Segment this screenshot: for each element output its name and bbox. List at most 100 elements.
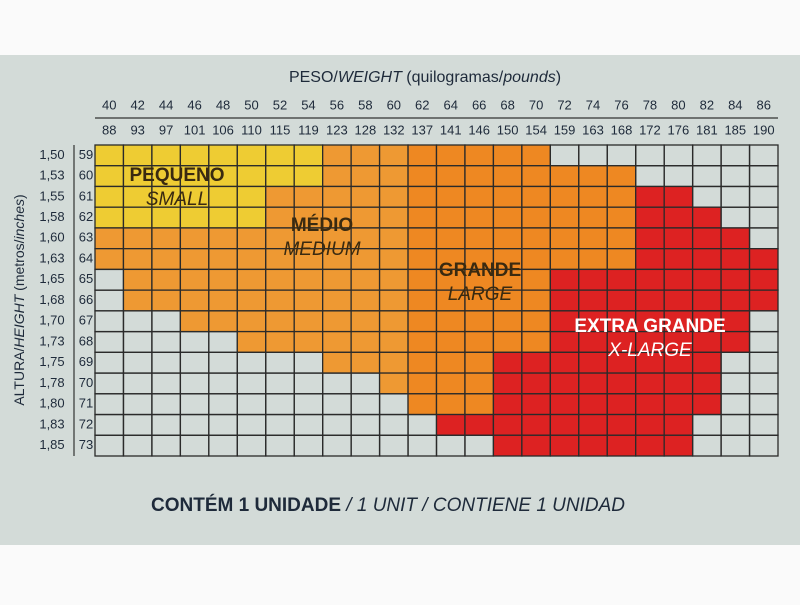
cell (748, 268, 779, 291)
lb-label: 159 (554, 122, 576, 137)
cell (492, 206, 523, 229)
cell (94, 206, 125, 229)
cell (720, 289, 751, 312)
cell (521, 268, 551, 291)
cell (635, 393, 665, 416)
cell (350, 330, 381, 353)
in-label: 63 (79, 230, 93, 245)
cell (549, 393, 580, 416)
footer-part: CONTÉM 1 UNIDADE (151, 494, 341, 516)
cell (578, 413, 608, 436)
in-label: 73 (79, 437, 93, 452)
cell (322, 330, 352, 353)
lb-label: 172 (639, 122, 661, 137)
cell (94, 144, 125, 167)
cell (578, 227, 608, 250)
cell (720, 248, 751, 271)
cell (435, 310, 466, 333)
cell (293, 144, 324, 167)
cell (549, 165, 580, 188)
kg-label: 56 (330, 97, 344, 112)
cell (521, 372, 551, 395)
kg-label: 80 (671, 97, 685, 112)
footer-part: / 1 UNIT / CONTIENE 1 UNIDAD (341, 495, 625, 516)
in-label: 68 (79, 333, 93, 348)
cell (663, 393, 694, 416)
cell (578, 165, 608, 188)
cell (179, 206, 210, 229)
cell (578, 434, 608, 457)
cell (521, 165, 551, 188)
lb-label: 106 (212, 122, 234, 137)
cell (378, 227, 409, 250)
m-label: 1,75 (39, 354, 64, 369)
cell (407, 393, 438, 416)
title-part: (metros/ (11, 239, 27, 294)
title: PESO/WEIGHT (quilogramas/pounds) (289, 69, 561, 86)
cell (350, 289, 381, 312)
kg-label: 62 (415, 97, 429, 112)
cell (464, 393, 495, 416)
lb-label: 93 (130, 122, 144, 137)
lb-label: 150 (497, 122, 519, 137)
cell (635, 372, 665, 395)
cell (179, 289, 210, 312)
cell (435, 351, 466, 374)
cell (578, 372, 608, 395)
cell (464, 351, 495, 374)
in-label: 59 (79, 147, 93, 162)
cell (350, 165, 381, 188)
cell (578, 289, 608, 312)
cell (350, 268, 381, 291)
cell (549, 268, 580, 291)
lb-label: 168 (611, 122, 633, 137)
cell (748, 289, 779, 312)
cell (663, 206, 694, 229)
in-label: 65 (79, 271, 93, 286)
cell (691, 268, 722, 291)
kg-label: 52 (273, 97, 287, 112)
cell (521, 413, 551, 436)
cell (635, 268, 665, 291)
cell (407, 144, 438, 167)
cell (549, 434, 580, 457)
cell (407, 185, 438, 208)
cell (293, 310, 324, 333)
m-label: 1,65 (39, 271, 64, 286)
kg-label: 48 (216, 97, 230, 112)
size-name: PEQUENO (129, 165, 224, 186)
cell (378, 330, 409, 353)
cell (293, 289, 324, 312)
cell (663, 289, 694, 312)
cell (378, 351, 409, 374)
cell (236, 310, 267, 333)
cell (378, 310, 409, 333)
title-part: inches (11, 199, 27, 239)
cell (94, 227, 125, 250)
cell (606, 227, 637, 250)
cell (407, 206, 438, 229)
cell (208, 268, 238, 291)
cell (265, 185, 295, 208)
title-part: (quilogramas/ (402, 69, 504, 86)
cell (464, 330, 495, 353)
cell (293, 330, 324, 353)
cell (94, 185, 125, 208)
in-label: 66 (79, 292, 93, 307)
lb-label: 181 (696, 122, 718, 137)
cell (464, 206, 495, 229)
cell (606, 372, 637, 395)
lb-label: 141 (440, 122, 462, 137)
kg-label: 50 (244, 97, 258, 112)
cell (151, 248, 182, 271)
cell (464, 413, 495, 436)
cell (663, 185, 694, 208)
cell (606, 413, 637, 436)
size-name: EXTRA GRANDE (574, 316, 725, 337)
cell (492, 185, 523, 208)
cell (122, 248, 153, 271)
cell (151, 268, 182, 291)
cell (435, 393, 466, 416)
